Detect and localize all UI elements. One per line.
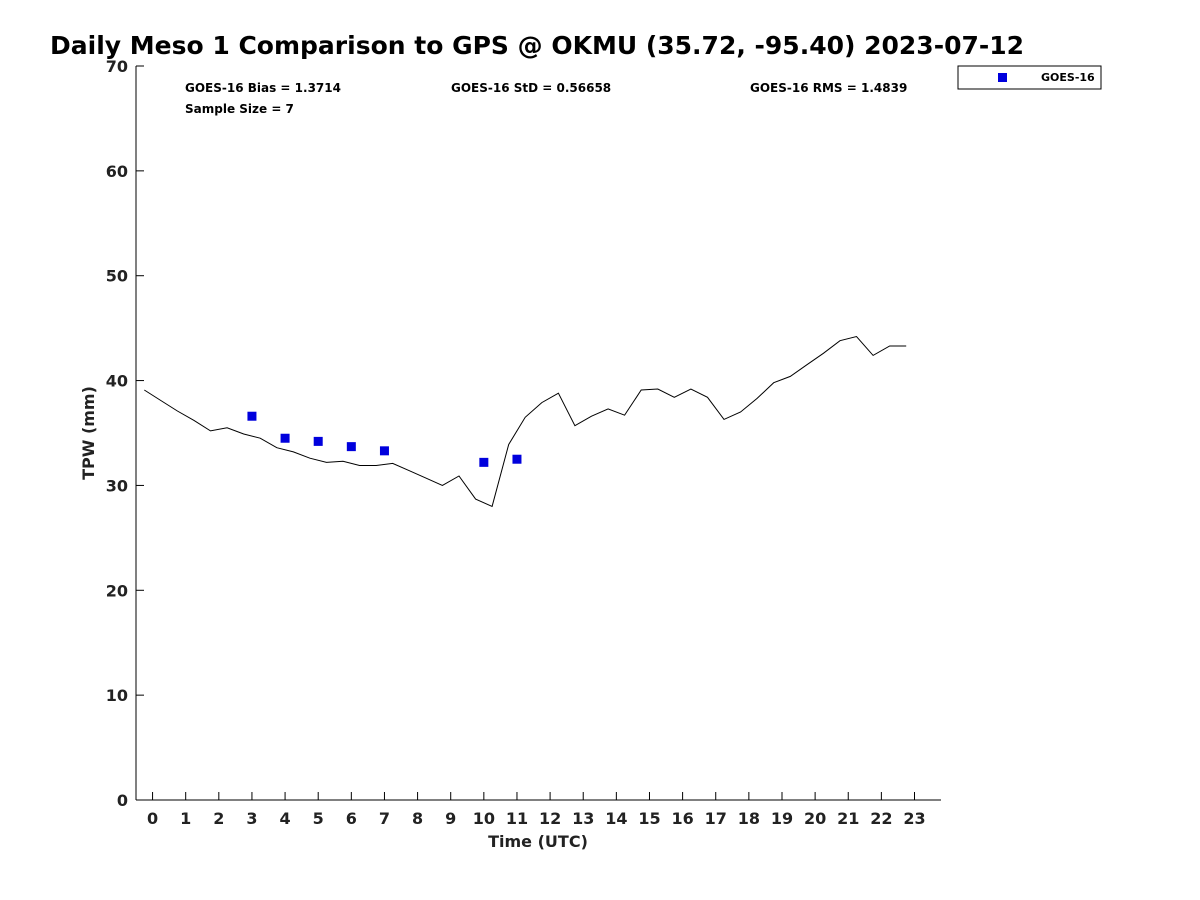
y-tick-label: 40 [106, 372, 128, 391]
legend-box [957, 65, 1102, 90]
sample-size-stat: Sample Size = 7 [185, 102, 294, 116]
goes16-point [479, 457, 489, 467]
legend: GOES-16 [957, 65, 1102, 90]
x-tick-label: 15 [638, 809, 660, 828]
y-ticks: 0 10 20 30 40 50 60 70 [106, 57, 144, 810]
legend-marker-goes16 [998, 73, 1007, 82]
goes16-points [247, 411, 522, 467]
std-stat: GOES-16 StD = 0.56658 [451, 81, 611, 95]
y-tick-label: 20 [106, 581, 128, 600]
gps-line-series [144, 335, 907, 508]
goes16-point [346, 442, 356, 452]
x-tick-label: 19 [771, 809, 793, 828]
x-tick-label: 8 [412, 809, 423, 828]
goes16-point [512, 454, 522, 464]
x-tick-label: 2 [213, 809, 224, 828]
legend-label-goes16: GOES-16 [1041, 71, 1095, 84]
x-tick-label: 7 [379, 809, 390, 828]
goes16-point [247, 411, 257, 421]
x-tick-label: 18 [738, 809, 760, 828]
x-tick-label: 17 [705, 809, 727, 828]
y-tick-label: 50 [106, 267, 128, 286]
y-tick-label: 70 [106, 57, 128, 76]
x-tick-label: 16 [671, 809, 693, 828]
x-tick-label: 3 [246, 809, 257, 828]
x-tick-label: 4 [280, 809, 291, 828]
x-tick-label: 10 [473, 809, 495, 828]
x-tick-label: 1 [180, 809, 191, 828]
chart-title: Daily Meso 1 Comparison to GPS @ OKMU (3… [50, 31, 1024, 60]
y-tick-label: 10 [106, 686, 128, 705]
x-tick-label: 13 [572, 809, 594, 828]
x-axis-label: Time (UTC) [488, 832, 588, 851]
y-tick-label: 0 [117, 791, 128, 810]
goes16-point [379, 446, 389, 456]
x-tick-label: 12 [539, 809, 561, 828]
x-tick-label: 23 [903, 809, 925, 828]
x-tick-label: 11 [506, 809, 528, 828]
x-ticks: 0 1 2 3 4 5 6 7 8 9 10 11 12 13 14 15 16 17 18 19 20 21 22 23 [147, 792, 926, 828]
bias-stat: GOES-16 Bias = 1.3714 [185, 81, 341, 95]
x-tick-label: 5 [313, 809, 324, 828]
x-tick-label: 20 [804, 809, 826, 828]
y-tick-label: 60 [106, 162, 128, 181]
gps-line [144, 335, 907, 508]
y-tick-label: 30 [106, 476, 128, 495]
axes [135, 66, 941, 801]
x-tick-label: 9 [445, 809, 456, 828]
y-axis-label: TPW (mm) [79, 386, 98, 480]
goes16-point [280, 433, 290, 443]
rms-stat: GOES-16 RMS = 1.4839 [750, 81, 907, 95]
goes16-point [313, 436, 323, 446]
x-tick-label: 6 [346, 809, 357, 828]
x-tick-label: 0 [147, 809, 158, 828]
x-tick-label: 22 [870, 809, 892, 828]
x-tick-label: 21 [837, 809, 859, 828]
x-tick-label: 14 [605, 809, 627, 828]
